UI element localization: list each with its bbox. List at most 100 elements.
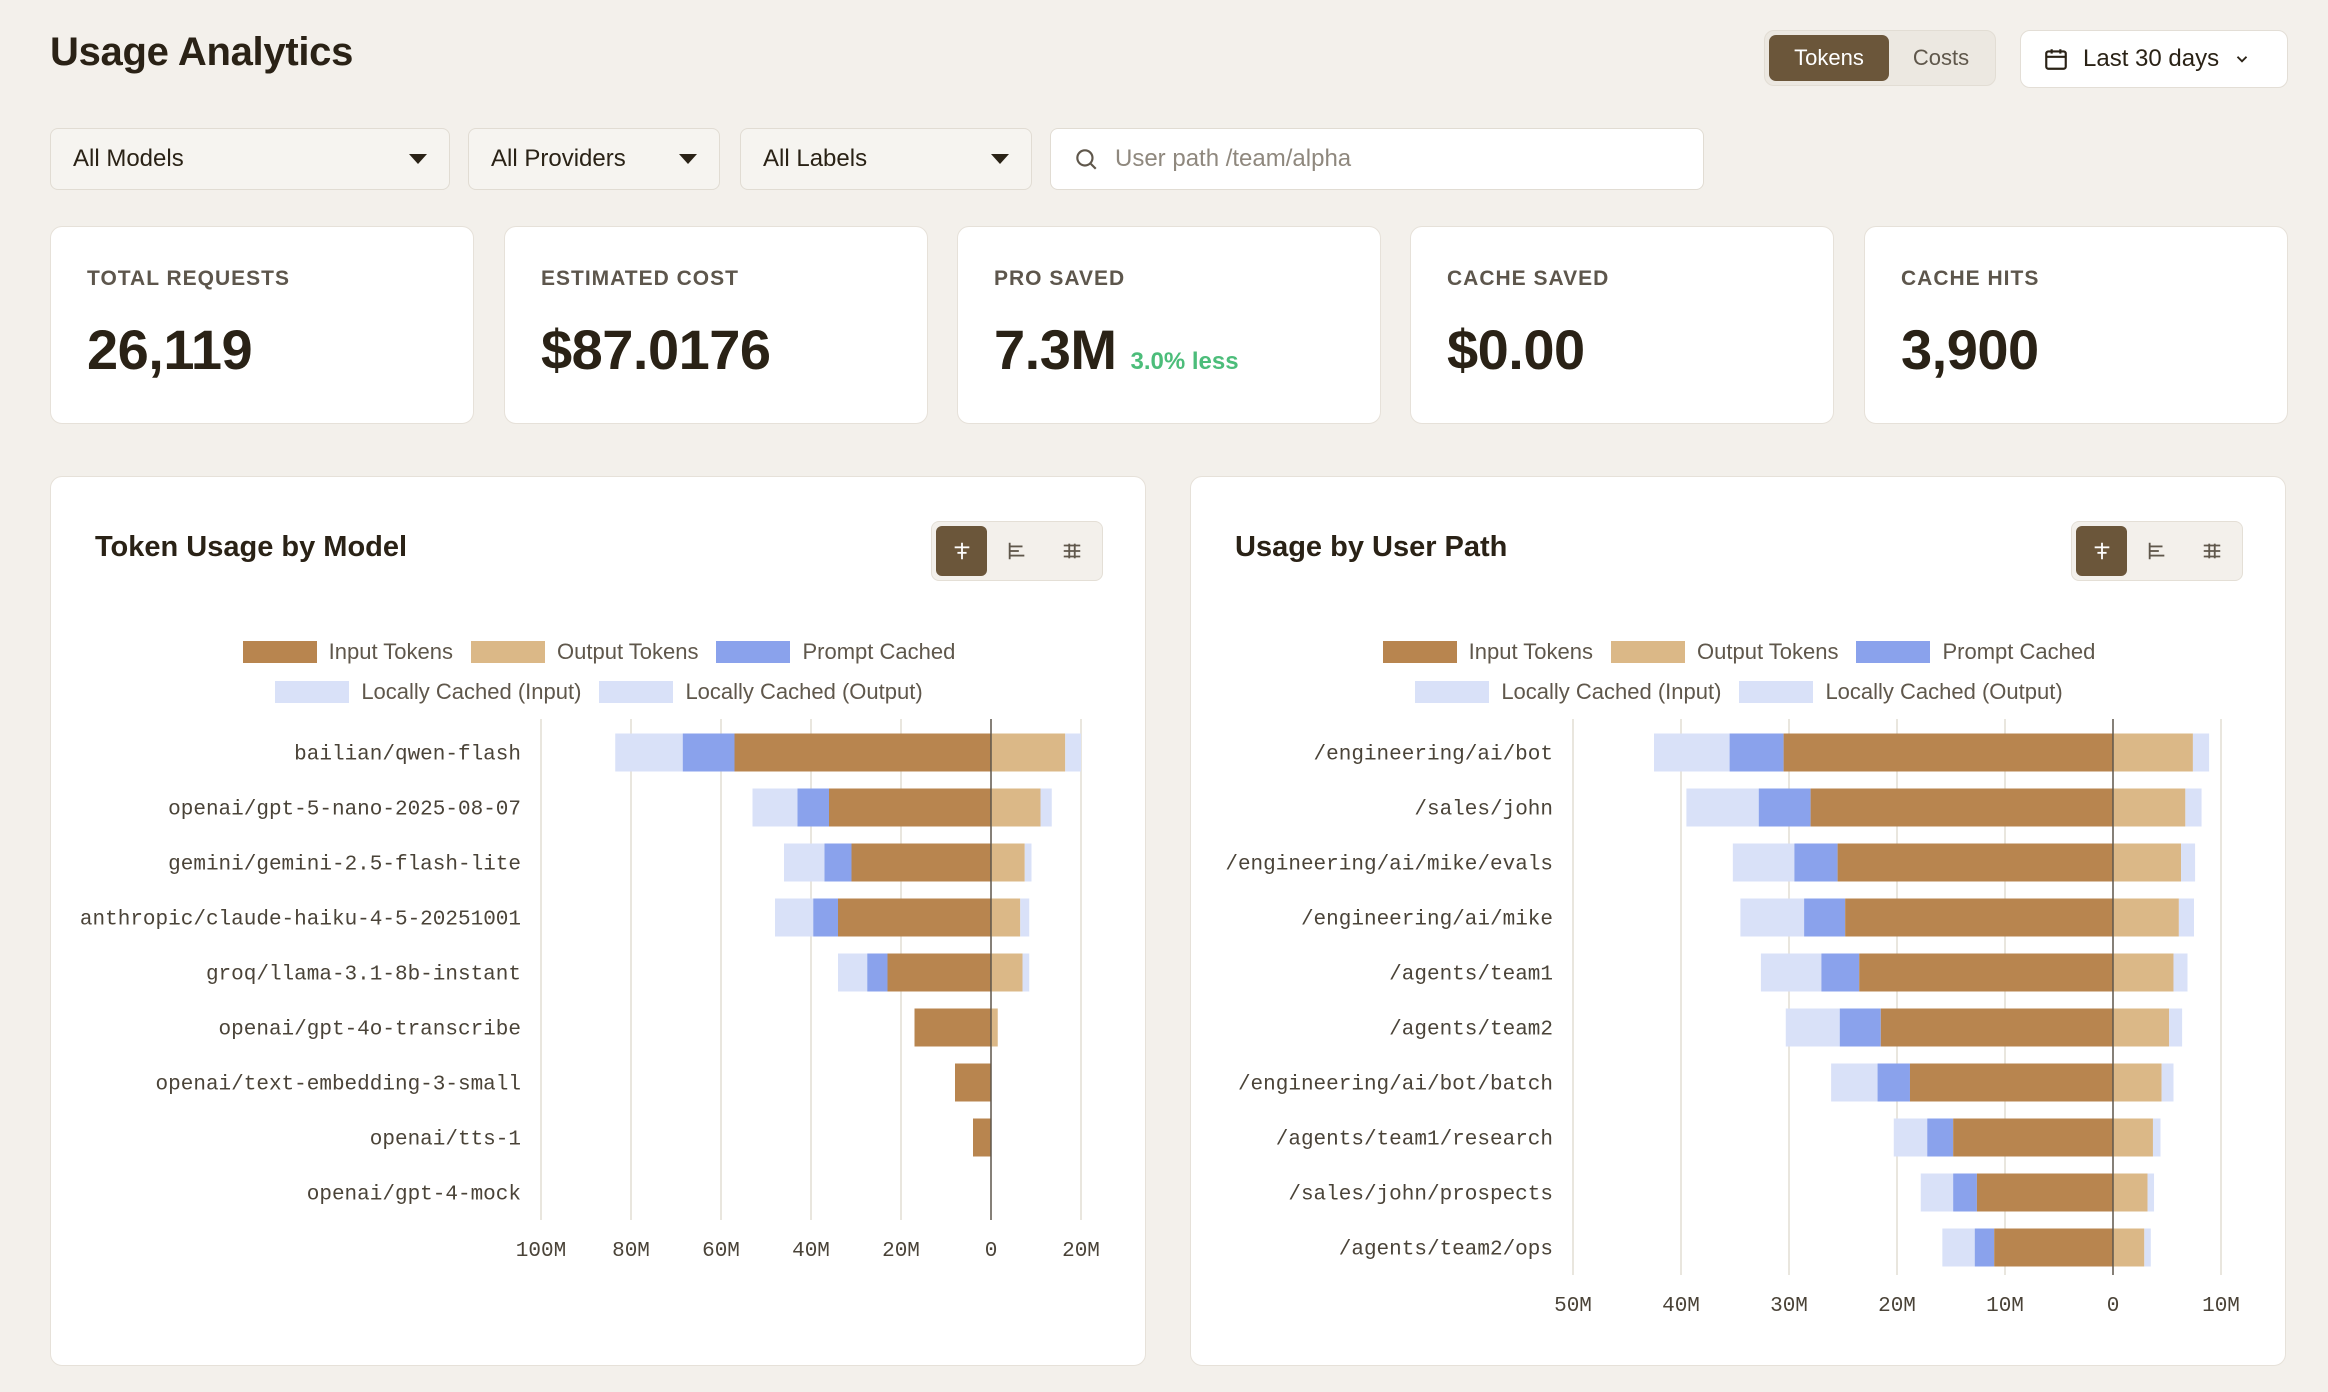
bar-locally-cached-input xyxy=(1920,1173,1954,1212)
tick-label: 40M xyxy=(1662,1295,1700,1318)
bar-locally-cached-input xyxy=(838,953,868,992)
tick-label: 80M xyxy=(612,1240,650,1263)
tick-label: 20M xyxy=(1062,1240,1100,1263)
bar-locally-cached-output xyxy=(1024,843,1032,882)
bar-locally-cached-input xyxy=(775,898,814,937)
bar-prompt-cached xyxy=(1953,1173,1977,1212)
tick-label: 0 xyxy=(985,1240,998,1263)
diverging-view-button[interactable] xyxy=(2076,526,2128,576)
bar-locally-cached-output xyxy=(2173,953,2188,992)
category-label: /agents/team2/ops xyxy=(1339,1239,1553,1262)
user-path-search xyxy=(1050,128,1704,190)
tick-label: 30M xyxy=(1770,1295,1808,1318)
bar-input-tokens xyxy=(887,953,991,992)
bar-locally-cached-input xyxy=(752,788,798,827)
page-title: Usage Analytics xyxy=(50,30,354,74)
table-view-button[interactable] xyxy=(1047,526,1098,576)
bar-chart-icon xyxy=(2148,542,2165,560)
bar-locally-cached-input xyxy=(1732,843,1795,882)
bar-locally-cached-output xyxy=(2185,788,2202,827)
bar-locally-cached-input xyxy=(784,843,825,882)
models-filter[interactable]: All Models xyxy=(50,128,450,190)
bar-input-tokens xyxy=(914,1008,991,1047)
legend-label: Locally Cached (Input) xyxy=(1501,679,1722,704)
tokens-tab[interactable]: Tokens xyxy=(1769,35,1889,81)
bar-prompt-cached xyxy=(813,898,838,937)
stat-label: CACHE SAVED xyxy=(1447,267,1610,290)
bar-locally-cached-input xyxy=(1686,788,1759,827)
category-label: /agents/team1/research xyxy=(1276,1129,1553,1152)
tick-label: 20M xyxy=(882,1240,920,1263)
category-label: openai/gpt-4-mock xyxy=(307,1184,521,1207)
caret-down-icon xyxy=(679,154,697,164)
category-label: gemini/gemini-2.5-flash-lite xyxy=(168,854,521,877)
bar-output-tokens xyxy=(991,1008,998,1047)
category-label: /engineering/ai/bot/batch xyxy=(1238,1074,1553,1097)
category-label: groq/llama-3.1-8b-instant xyxy=(206,964,521,987)
bar-output-tokens xyxy=(2113,1008,2170,1047)
calendar-icon xyxy=(2045,49,2067,70)
category-label: /sales/john xyxy=(1414,799,1553,822)
diverging-view-button[interactable] xyxy=(936,526,988,576)
legend-item: Prompt Cached xyxy=(716,639,955,665)
bar-prompt-cached xyxy=(1821,953,1860,992)
bar-locally-cached-output xyxy=(2147,1173,2155,1212)
bar-locally-cached-input xyxy=(1740,898,1805,937)
bar-locally-cached-output xyxy=(2161,1063,2174,1102)
table-icon xyxy=(1064,543,1081,559)
legend-label: Output Tokens xyxy=(1697,639,1839,664)
stacked-view-button[interactable] xyxy=(991,526,1042,576)
token-usage-chart: bailian/qwen-flash openai/gpt-5-nano-2025… xyxy=(80,719,1100,1263)
table-icon xyxy=(2204,543,2221,559)
date-range-label: Last 30 days xyxy=(2083,45,2220,72)
stat-label: CACHE HITS xyxy=(1901,267,2040,290)
bar-locally-cached-input xyxy=(1942,1228,1975,1267)
bar-input-tokens xyxy=(955,1063,991,1102)
date-range-picker[interactable]: Last 30 days xyxy=(2020,30,2288,88)
bar-input-tokens xyxy=(1810,788,2113,827)
bar-output-tokens xyxy=(2113,843,2182,882)
bar-prompt-cached xyxy=(1758,788,1811,827)
bar-locally-cached-input xyxy=(1654,733,1730,772)
legend-item: Locally Cached (Input) xyxy=(275,679,581,705)
stat-value: $0.00 xyxy=(1447,318,1585,381)
category-label: /agents/team1 xyxy=(1389,964,1553,987)
legend-item: Locally Cached (Output) xyxy=(599,679,923,705)
tick-label: 60M xyxy=(702,1240,740,1263)
bar-output-tokens xyxy=(2113,898,2179,937)
chart-legend: Input Tokens Output Tokens Prompt Cached… xyxy=(1191,637,2287,717)
chart-view-toggle xyxy=(2071,521,2243,581)
legend-item: Output Tokens xyxy=(1611,639,1838,665)
providers-filter[interactable]: All Providers xyxy=(468,128,720,190)
bar-prompt-cached xyxy=(1927,1118,1954,1157)
stacked-view-button[interactable] xyxy=(2131,526,2182,576)
costs-tab[interactable]: Costs xyxy=(1912,45,1970,70)
bar-output-tokens xyxy=(2113,953,2174,992)
bar-input-tokens xyxy=(1909,1063,2113,1102)
legend-label: Locally Cached (Output) xyxy=(1825,679,2063,704)
stat-card-cache-saved: CACHE SAVED $0.00 xyxy=(1410,226,1834,424)
bar-prompt-cached xyxy=(1804,898,1846,937)
bar-output-tokens xyxy=(991,953,1023,992)
bar-locally-cached-input xyxy=(1893,1118,1928,1157)
labels-filter[interactable]: All Labels xyxy=(740,128,1032,190)
diverging-chart-icon xyxy=(2094,542,2109,560)
tick-label: 20M xyxy=(1878,1295,1916,1318)
bar-input-tokens xyxy=(1976,1173,2113,1212)
table-view-button[interactable] xyxy=(2187,526,2238,576)
bar-locally-cached-output xyxy=(2169,1008,2183,1047)
bar-prompt-cached xyxy=(1839,1008,1881,1047)
bar-locally-cached-input xyxy=(615,733,683,772)
bar-output-tokens xyxy=(2113,1228,2145,1267)
chart-title: Usage by User Path xyxy=(1235,531,1508,563)
legend-item: Locally Cached (Output) xyxy=(1739,679,2063,705)
bar-input-tokens xyxy=(851,843,991,882)
stat-value: 3,900 xyxy=(1901,318,2039,381)
search-input[interactable] xyxy=(1115,145,1675,173)
stat-card-estimated-cost: ESTIMATED COST $87.0176 xyxy=(504,226,928,424)
bar-input-tokens xyxy=(1994,1228,2113,1267)
bar-locally-cached-input xyxy=(1760,953,1822,992)
legend-label: Output Tokens xyxy=(557,639,699,664)
bar-input-tokens xyxy=(734,733,991,772)
bar-output-tokens xyxy=(991,733,1066,772)
